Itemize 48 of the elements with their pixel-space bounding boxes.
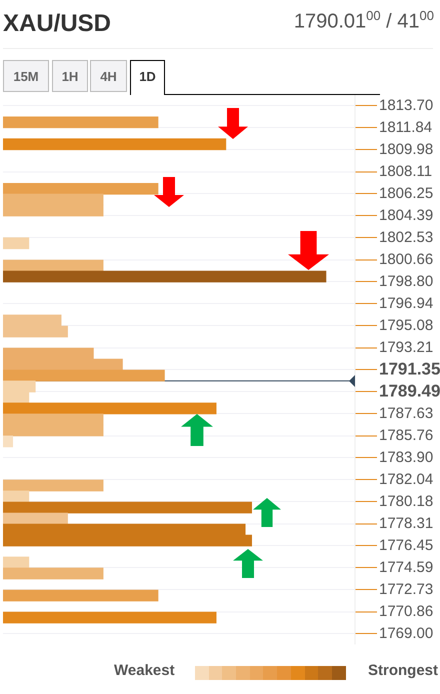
bar	[3, 480, 104, 492]
y-tick-label: 1795.08	[379, 316, 434, 334]
bar	[3, 436, 14, 448]
bar	[3, 370, 165, 382]
y-tick-label: 1802.53	[379, 228, 434, 246]
bar	[3, 590, 158, 602]
y-tick-label: 1804.39	[379, 206, 434, 224]
y-tick-label: 1798.80	[379, 272, 434, 290]
bar	[3, 402, 216, 414]
y-tick-label: 1809.98	[379, 140, 434, 158]
bar	[3, 116, 158, 128]
bar	[3, 490, 30, 502]
y-tick-label: 1813.70	[379, 96, 434, 114]
y-tick-label: 1806.25	[379, 184, 434, 202]
bar	[3, 270, 326, 282]
bar	[3, 260, 104, 272]
bar	[3, 568, 104, 580]
chart-subtitle: 1790.01$^{00}$ / 41$^{00}$	[294, 8, 434, 34]
y-tick-label: 1796.94	[379, 294, 434, 312]
text: Strongest	[368, 662, 438, 679]
y-tick-label: 1772.73	[379, 580, 434, 598]
y-tick-label: 1789.49	[379, 381, 440, 400]
chart-title: XAU/USD	[3, 10, 112, 38]
y-tick-label: 1780.18	[379, 492, 434, 510]
y-tick-label: 1793.21	[379, 338, 434, 356]
y-tick-label: 1774.59	[379, 558, 434, 576]
text: 4H	[90, 60, 127, 92]
y-tick-label: 1778.31	[379, 514, 434, 532]
text: 1D	[130, 60, 165, 95]
y-tick-label: 1776.45	[379, 536, 434, 554]
bar	[3, 556, 30, 568]
y-tick-label: 1808.11	[379, 162, 432, 180]
y-tick-label: 1785.76	[379, 426, 434, 444]
y-tick-label: 1800.66	[379, 250, 434, 268]
text: 15M	[3, 60, 49, 92]
y-tick-label: 1791.35	[379, 359, 440, 378]
bar	[3, 512, 68, 524]
y-tick-label: 1770.86	[379, 602, 434, 620]
y-tick-label: 1782.04	[379, 470, 434, 488]
bar	[3, 612, 216, 624]
y-tick-label: 1769.00	[379, 624, 434, 642]
bar	[3, 138, 226, 150]
bar	[3, 237, 30, 250]
y-tick-label: 1787.63	[379, 404, 434, 422]
text: Weakest	[114, 662, 175, 679]
y-tick-label: 1783.90	[379, 448, 434, 466]
text: 1H	[52, 60, 88, 92]
y-tick-label: 1811.84	[379, 118, 432, 136]
